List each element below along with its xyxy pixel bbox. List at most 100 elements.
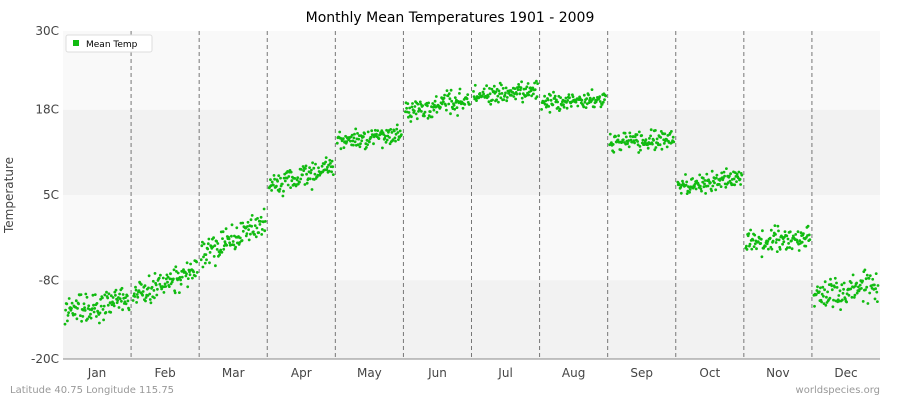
data-point: [556, 106, 560, 109]
data-point: [92, 303, 95, 307]
data-point: [601, 100, 605, 104]
data-point: [299, 177, 303, 181]
data-point: [588, 96, 592, 100]
data-point: [814, 293, 818, 296]
data-point: [501, 87, 505, 90]
data-point: [520, 80, 523, 84]
data-point: [726, 181, 730, 185]
data-point: [163, 282, 167, 286]
data-point: [488, 87, 491, 90]
data-point: [829, 277, 832, 281]
data-point: [125, 294, 129, 298]
data-point: [540, 108, 543, 111]
data-point: [847, 293, 851, 297]
data-point: [76, 307, 79, 310]
data-point: [75, 317, 79, 321]
data-point: [655, 137, 659, 141]
data-point: [496, 94, 500, 98]
data-point: [188, 270, 191, 274]
data-point: [149, 301, 153, 305]
data-point: [612, 150, 616, 154]
data-point: [636, 140, 639, 143]
data-point: [366, 130, 370, 134]
data-point: [272, 174, 276, 177]
data-point: [184, 274, 188, 278]
data-point: [604, 94, 608, 98]
data-point: [304, 167, 307, 170]
data-point: [377, 137, 381, 141]
data-point: [384, 134, 387, 138]
data-point: [141, 290, 145, 293]
data-point: [512, 95, 516, 98]
data-point: [304, 164, 308, 168]
data-point: [358, 145, 362, 149]
data-point: [785, 234, 789, 238]
data-point: [802, 232, 805, 236]
data-point: [132, 292, 136, 296]
data-point: [800, 240, 804, 244]
data-point: [314, 162, 317, 166]
legend: Mean Temp: [65, 34, 153, 53]
data-point: [703, 179, 707, 182]
data-point: [134, 288, 138, 292]
data-point: [714, 176, 718, 180]
data-point: [370, 129, 374, 133]
data-point: [262, 207, 266, 211]
data-point: [769, 228, 773, 232]
data-point: [519, 88, 522, 92]
data-point: [504, 91, 507, 95]
data-point: [844, 297, 847, 301]
data-point: [449, 88, 453, 92]
data-point: [216, 242, 220, 245]
data-point: [486, 95, 490, 98]
data-point: [90, 307, 94, 310]
data-point: [799, 231, 803, 235]
data-point: [706, 184, 710, 188]
data-point: [389, 127, 393, 131]
data-point: [357, 137, 361, 141]
data-point: [311, 161, 314, 165]
data-point: [517, 83, 520, 86]
data-point: [286, 183, 290, 187]
data-point: [533, 88, 537, 91]
data-point: [477, 96, 481, 100]
data-point: [717, 183, 721, 186]
data-point: [500, 92, 504, 95]
data-point: [492, 84, 496, 88]
data-point: [559, 96, 562, 99]
data-point: [158, 282, 162, 286]
data-point: [775, 250, 779, 254]
data-point: [852, 296, 856, 299]
data-point: [442, 100, 445, 104]
data-point: [282, 189, 285, 193]
data-point: [564, 96, 568, 100]
data-point: [395, 127, 399, 131]
data-point: [679, 185, 683, 189]
data-point: [102, 304, 106, 308]
data-point: [525, 85, 529, 89]
data-point: [80, 319, 83, 323]
data-point: [63, 322, 67, 326]
data-point: [473, 83, 477, 87]
data-point: [633, 141, 636, 145]
data-point: [253, 233, 256, 236]
data-point: [114, 288, 118, 292]
x-tick-label: Aug: [562, 366, 585, 380]
data-point: [520, 96, 524, 100]
data-point: [103, 293, 107, 297]
data-point: [547, 105, 551, 108]
data-point: [174, 265, 178, 269]
data-point: [627, 139, 631, 142]
data-point: [698, 173, 702, 177]
data-point: [164, 285, 168, 288]
data-point: [178, 276, 182, 279]
data-point: [144, 299, 147, 303]
data-point: [329, 162, 332, 165]
data-point: [93, 307, 97, 310]
data-point: [751, 238, 755, 242]
data-point: [857, 285, 860, 289]
data-point: [298, 180, 301, 184]
data-point: [342, 146, 346, 150]
data-point: [206, 247, 210, 251]
data-point: [136, 295, 140, 299]
